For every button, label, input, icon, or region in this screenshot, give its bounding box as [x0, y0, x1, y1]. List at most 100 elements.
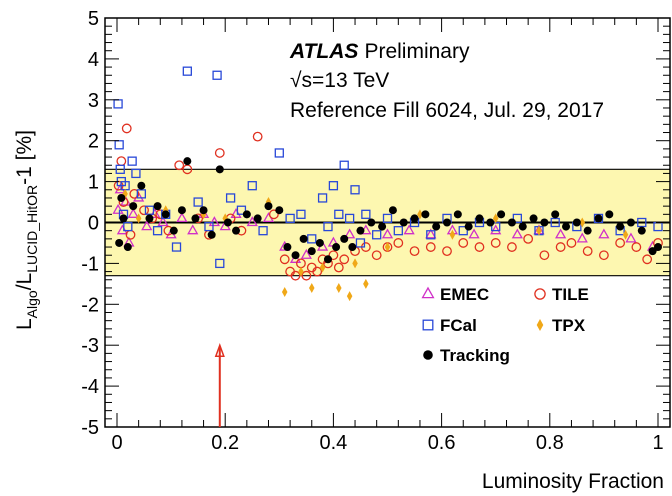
data-point-tracking	[399, 218, 408, 227]
data-point-emec	[149, 207, 161, 218]
x-tick-label: 0.4	[319, 432, 347, 454]
data-point-tracking	[583, 226, 592, 235]
data-point-emec	[381, 228, 394, 239]
data-point-fcal	[344, 213, 355, 224]
data-point-tracking	[432, 222, 441, 231]
data-point-tracking	[551, 210, 560, 219]
data-point-tpx	[298, 266, 304, 277]
data-point-emec	[127, 207, 139, 218]
data-point-tpx	[346, 291, 353, 302]
data-point-emec	[625, 232, 637, 243]
data-point-tracking	[540, 218, 549, 227]
atlas-status: Preliminary	[364, 40, 470, 63]
data-point-tracking	[464, 222, 473, 231]
y-tick-label: -4	[81, 376, 99, 398]
energy-label: √s=13 TeV	[290, 69, 389, 92]
data-point-tracking	[129, 202, 138, 211]
y-axis-title-mid: /L	[13, 273, 36, 291]
y-tick-label: 4	[88, 49, 99, 71]
atlas-experiment: ATLAS	[289, 40, 358, 63]
data-point-tile	[474, 242, 485, 252]
data-point-fcal	[426, 230, 436, 240]
data-point-fcal	[115, 164, 125, 174]
data-point-emec	[490, 224, 502, 235]
data-point-tpx	[536, 225, 542, 236]
x-axis-title: Luminosity Fraction	[482, 470, 664, 493]
data-point-tile	[214, 148, 225, 158]
data-point-fcal	[274, 148, 284, 158]
data-point-tpx	[492, 213, 499, 224]
data-point-emec	[468, 228, 480, 239]
data-point-tile	[339, 254, 350, 265]
reference-fill-label: Reference Fill 6024, Jul. 29, 2017	[290, 99, 604, 122]
data-point-tracking	[115, 238, 124, 247]
data-point-tracking	[153, 202, 162, 211]
legend: EMEC TILE FCal TPX Tracking	[421, 285, 589, 365]
data-point-tracking	[410, 214, 419, 223]
data-point-emec	[116, 224, 129, 235]
data-point-fcal	[393, 226, 403, 236]
data-point-fcal	[182, 66, 192, 76]
data-point-emec	[114, 183, 126, 194]
data-point-tracking	[367, 218, 376, 227]
data-point-emec	[157, 216, 169, 227]
data-point-tile	[566, 238, 577, 248]
data-point-tracking	[119, 214, 128, 223]
legend-marker-emec	[421, 286, 435, 299]
legend-label-emec: EMEC	[440, 285, 489, 304]
x-tick-label: 0	[111, 432, 122, 454]
data-point-tracking	[562, 222, 571, 231]
legend-label-tile: TILE	[552, 285, 589, 304]
data-point-tile	[301, 270, 312, 281]
data-point-tracking	[616, 222, 625, 231]
legend-marker-tracking	[423, 350, 433, 360]
data-point-tracking	[453, 210, 462, 219]
data-point-tpx	[417, 209, 423, 220]
y-tick-label: -2	[81, 294, 99, 316]
data-point-tile	[139, 205, 149, 216]
data-point-tile	[458, 238, 469, 248]
data-point-fcal	[171, 242, 182, 252]
data-point-tracking	[283, 243, 292, 252]
data-point-emec	[141, 220, 153, 231]
data-point-emec	[576, 232, 588, 243]
data-points-layer	[112, 66, 663, 302]
y-axis-title-tail: -1 [%]	[13, 130, 36, 185]
data-point-emec	[176, 212, 188, 223]
y-axis-title-sub2: LUCID_HitOR	[24, 185, 40, 273]
data-point-fcal	[361, 209, 371, 219]
data-point-tracking	[654, 243, 662, 252]
data-point-tracking	[507, 218, 516, 227]
data-point-fcal	[355, 238, 366, 248]
data-point-fcal	[350, 185, 360, 195]
data-point-fcal	[152, 226, 163, 236]
data-point-fcal	[382, 213, 393, 224]
data-point-tracking	[518, 222, 527, 231]
data-point-tracking	[637, 226, 646, 235]
data-point-fcal	[323, 221, 333, 232]
data-point-tpx	[309, 282, 315, 293]
data-point-fcal	[258, 226, 268, 236]
data-point-fcal	[225, 193, 236, 203]
data-point-tracking	[275, 206, 284, 215]
data-point-tracking	[421, 210, 430, 219]
y-tick-label: 0	[88, 213, 99, 235]
data-point-tpx	[579, 217, 586, 228]
data-point-tile	[599, 250, 609, 261]
data-point-fcal	[372, 230, 382, 240]
data-point-tracking	[307, 247, 316, 256]
data-point-fcal	[307, 234, 317, 244]
y-tick-label: -1	[81, 253, 99, 275]
data-point-tracking	[145, 214, 154, 223]
energy-value: s=13 TeV	[302, 69, 390, 92]
data-point-emec	[598, 228, 610, 239]
legend-marker-fcal	[422, 319, 434, 331]
data-point-fcal	[114, 140, 124, 150]
data-point-tracking	[348, 243, 357, 252]
data-point-fcal	[144, 205, 155, 215]
legend-marker-tpx	[536, 319, 544, 331]
data-point-tracking	[529, 214, 538, 223]
data-point-tpx	[384, 242, 391, 253]
data-point-fcal	[317, 193, 328, 203]
